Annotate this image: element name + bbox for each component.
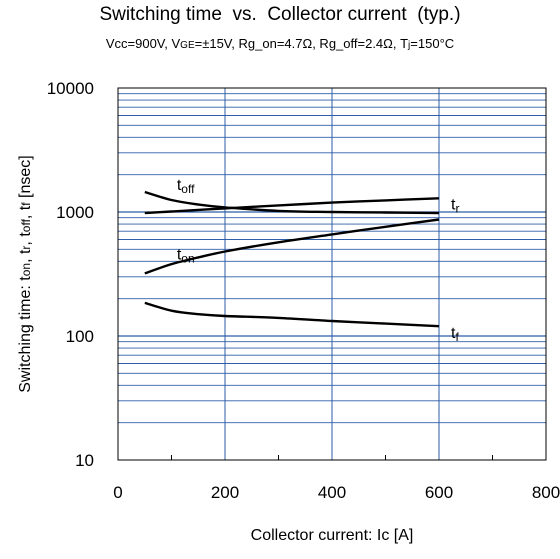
subtitle-part: =150°C [410, 36, 455, 51]
x-tick-label: 600 [425, 483, 453, 502]
series-line-tr [144, 218, 440, 275]
y-tick-label: 10 [75, 451, 94, 470]
chart-subtitle: Vcc=900V, VGE=±15V, Rg_on=4.7Ω, Rg_off=2… [0, 36, 560, 51]
x-tick-label: 800 [532, 483, 560, 502]
series-label-tr: tr [451, 196, 459, 215]
subtitle-part: j [408, 40, 411, 51]
series-label-ton: ton [177, 247, 195, 266]
subtitle-part: GE [180, 40, 195, 51]
series-line-toff [144, 190, 440, 215]
series-label-tf: tf [451, 325, 459, 344]
x-tick-label: 400 [318, 483, 346, 502]
subtitle-part: =±15V, Rg_on=4.7Ω, Rg_off=2.4Ω, T [194, 36, 409, 51]
plot-frame [117, 87, 547, 461]
x-tick-label: 0 [113, 483, 122, 502]
x-tick-label: 200 [211, 483, 239, 502]
series-line-ton [144, 197, 440, 215]
series-label-toff: toff [177, 177, 195, 196]
y-tick-label: 100 [66, 327, 94, 346]
x-axis-label: Collector current: Ic [A] [250, 527, 414, 544]
series-line-tf [144, 301, 440, 328]
subtitle-part: Vcc=900V, V [105, 36, 181, 51]
y-axis-label: Switching time: ton, tr, toff, tf [nsec] [17, 155, 34, 392]
chart-title: Switching time vs. Collector current (ty… [99, 4, 461, 25]
y-tick-label: 1000 [56, 203, 94, 222]
y-tick-label: 10000 [47, 79, 94, 98]
